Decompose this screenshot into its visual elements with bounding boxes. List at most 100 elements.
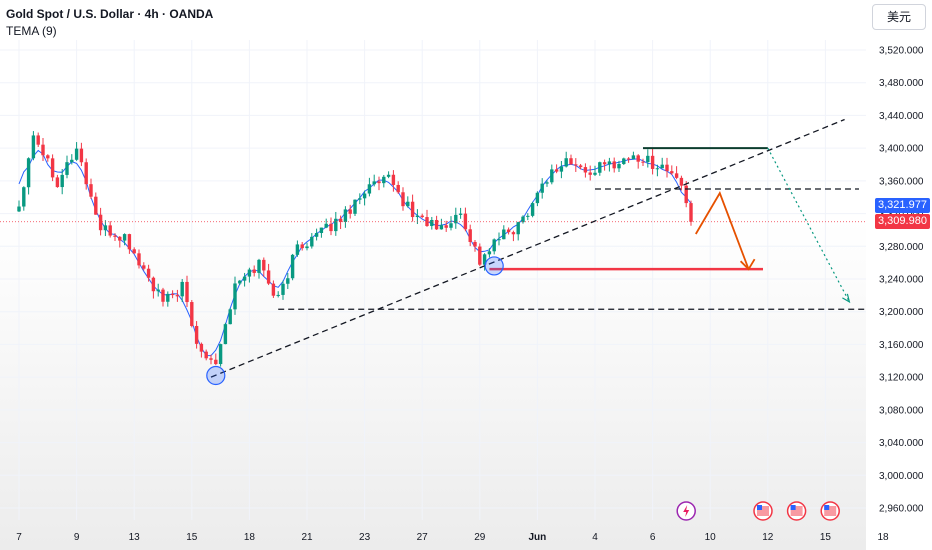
candle-body [209,358,213,360]
x-tick-label: Jun [529,532,547,543]
candle-body [204,351,208,359]
candle-body [578,165,583,168]
candle-body [338,218,343,222]
candle-body [343,209,348,222]
drawings[interactable] [0,118,907,386]
ascending-trendline [210,118,845,378]
candle-body [36,135,40,145]
candle-body [180,281,184,297]
candle-body [55,177,60,188]
candle-body [497,239,501,241]
candle-body [631,155,636,160]
candle-body [588,172,592,175]
candle-body [228,309,232,325]
candles [17,131,693,367]
x-tick-label: 7 [16,532,22,543]
x-tick-label: 13 [129,532,141,543]
candle-body [247,269,252,277]
candle-body [478,246,482,265]
x-tick-label: 15 [820,532,832,543]
x-tick-label: 27 [417,532,429,543]
candle-body [679,177,684,186]
price-axis[interactable]: 2,960.000 3,000.000 3,040.000 3,080.000 3,12… [866,0,932,550]
candle-body [84,162,88,185]
candle-body [22,187,26,207]
candle-body [583,167,588,173]
candle-body [593,172,597,175]
candle-body [530,203,535,216]
x-tick-label: 15 [186,532,198,543]
candle-body [353,199,357,214]
candle-body [334,218,338,232]
candle-body [487,251,492,255]
candle-body [516,222,520,235]
candle-body [122,234,127,241]
price-axis-bg [866,0,932,550]
indicator-label[interactable]: TEMA (9) [6,24,57,38]
candle-body [276,294,280,296]
event-markers[interactable] [676,501,840,521]
candle-body [50,158,55,178]
candle-body [151,277,156,292]
currency-button[interactable]: 美元 [872,4,926,30]
candle-body [554,169,559,172]
x-tick-label: 21 [301,532,313,543]
candle-body [146,268,151,278]
y-tick-label: 3,440.000 [879,111,924,122]
candle-body [636,155,640,162]
candle-body [689,203,693,222]
candle-body [564,158,568,167]
candle-body [665,164,669,172]
candle-body [410,201,415,218]
projection-line [767,147,850,303]
candle-body [98,214,103,231]
y-tick-label: 3,120.000 [879,373,924,384]
candle-body [271,283,276,296]
candle-body [142,265,146,269]
candle-body [372,181,376,185]
candle-body [540,183,544,193]
candle-body [190,302,194,326]
y-tick-label: 3,160.000 [879,340,924,351]
x-tick-label: 12 [762,532,774,543]
candle-body [329,223,333,232]
candle-body [521,216,525,223]
candle-body [223,324,228,345]
candle-body [185,281,189,303]
candle-body [238,280,242,284]
candle-body [252,269,256,273]
candle-body [305,246,309,249]
candle-body [257,259,261,273]
candle-body [396,184,400,193]
y-tick-label: 3,400.000 [879,144,924,155]
candle-body [401,192,405,207]
last-price-tag: 3,309.980 [875,214,930,229]
time-axis[interactable]: 7 9 13 15 18 21 23 27 29 Jun 4 6 10 12 15 18 [16,532,889,543]
candle-body [74,148,79,160]
y-tick-label: 3,520.000 [879,46,924,57]
us-flag-icon [786,501,807,521]
candle-body [166,293,170,302]
x-tick-label: 18 [244,532,256,543]
candle-body [161,289,165,302]
y-tick-label: 3,040.000 [879,438,924,449]
grid [0,40,884,520]
candle-body [132,249,136,254]
candle-body [468,229,472,242]
candle-body [113,235,117,237]
candle-body [377,181,381,184]
candle-body [617,164,621,169]
candle-body [194,325,199,344]
candle-body [684,185,688,204]
candle-body [310,236,314,247]
candle-body [300,244,304,249]
candle-body [612,161,616,169]
symbol-title[interactable]: Gold Spot / U.S. Dollar · 4h · OANDA [6,7,214,21]
x-tick-label: 29 [474,532,486,543]
candle-body [175,295,180,297]
candle-body [626,158,631,160]
y-tick-label: 2,960.000 [879,504,924,515]
candle-body [127,234,132,250]
candle-body [511,232,516,235]
